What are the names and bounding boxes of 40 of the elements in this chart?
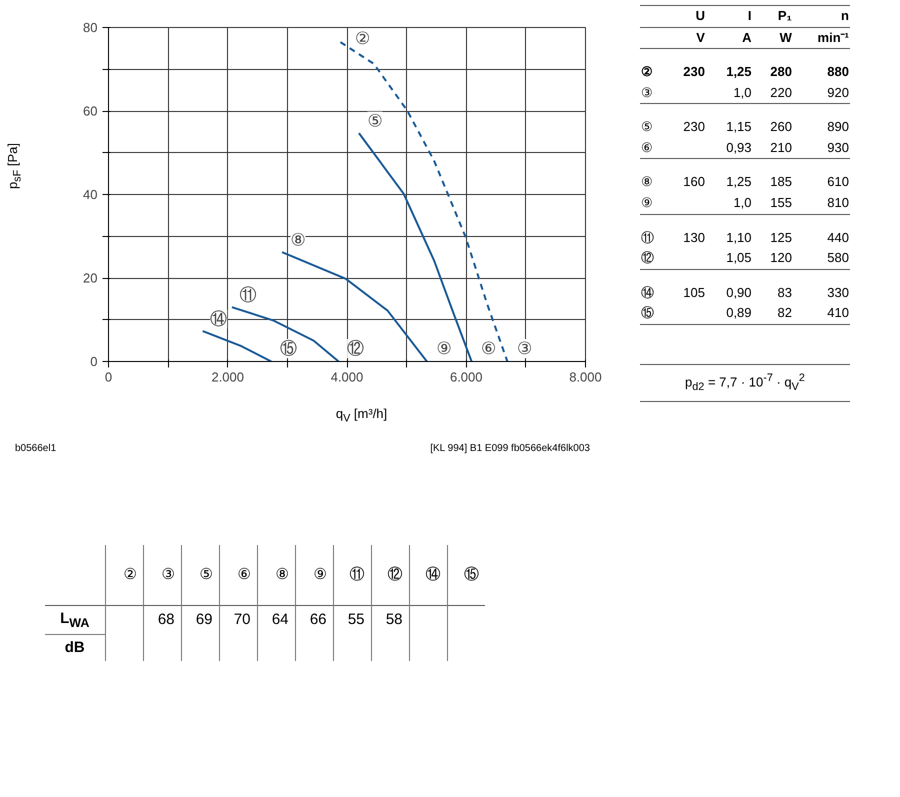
x-tick-label: 4.000 xyxy=(330,370,364,384)
text: ⑧ 160 1,25 185 610 xyxy=(641,174,849,190)
text: U I P₁ n xyxy=(696,8,849,23)
annotation: ⑭ xyxy=(210,310,228,329)
text: ⑫ 1,05 120 580 xyxy=(641,250,849,266)
text: ⑨ 1,0 155 810 xyxy=(641,194,849,210)
x-tick-label: 8.000 xyxy=(569,370,602,384)
text: ② ③ ⑤ ⑥ ⑧ ⑨ ⑪ ⑫ ⑭ ⑮ xyxy=(124,566,479,584)
text: b0566el1 xyxy=(15,442,56,456)
text: L$_{WA}$ 68 69 70 64 66 55 58 xyxy=(60,610,402,630)
annotation: ⑫ xyxy=(347,339,364,358)
text: ⑮ 0,89 82 410 xyxy=(641,305,849,320)
annotation: ⑤ xyxy=(367,112,382,131)
text: [KL 994] B1 E099 fb0566ek4f6lk003 xyxy=(430,442,590,456)
text: ⑭ 105 0,90 83 330 xyxy=(641,284,849,300)
annotation: ③ xyxy=(516,339,532,358)
annotation: ⑪ xyxy=(239,286,256,305)
y-tick-label: 0 xyxy=(90,354,98,369)
text: ③ 1,0 220 920 xyxy=(641,84,849,100)
y-tick-label: 60 xyxy=(83,104,98,118)
annotation: ② xyxy=(354,29,370,48)
x-tick-label: 0 xyxy=(104,370,112,384)
x-tick-label: 2.000 xyxy=(211,370,244,384)
text: ⑤ 230 1,15 260 890 xyxy=(641,119,849,134)
text: ⑪ 130 1,10 125 440 xyxy=(641,230,849,244)
text: ② 230 1,25 280 880 xyxy=(641,64,849,80)
x-axis-title: q$_{V}$ [m³/h] xyxy=(334,405,388,427)
annotation: ⑨ xyxy=(436,339,452,358)
x-tick-label: 6.000 xyxy=(450,370,483,384)
text: dB xyxy=(64,638,86,658)
text: V A W min⁻¹ xyxy=(696,30,849,45)
y-tick-label: 20 xyxy=(83,270,98,286)
line-series xyxy=(281,251,428,362)
annotation: ⑥ xyxy=(481,339,496,358)
annotation: ⑮ xyxy=(280,339,297,358)
text: ⑥ 0,93 210 930 xyxy=(641,140,849,155)
annotation: ⑧ xyxy=(290,230,306,250)
y-tick-label: 40 xyxy=(83,187,98,202)
y-tick-label: 80 xyxy=(83,20,98,35)
line-series xyxy=(230,306,340,362)
